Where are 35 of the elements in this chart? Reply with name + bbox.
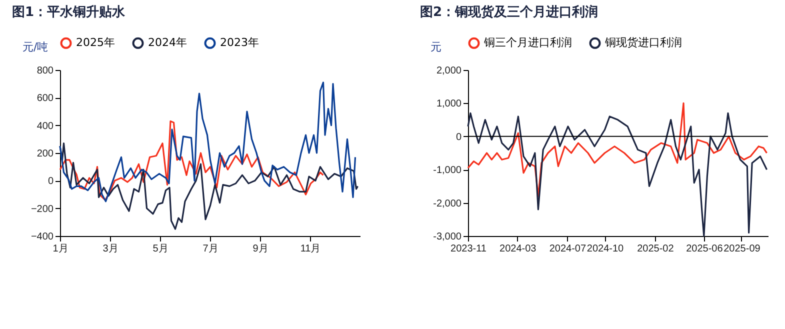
x-tick-label: 5月	[152, 244, 168, 254]
y-tick-label: 800	[36, 66, 54, 76]
x-tick-label: 9月	[252, 244, 268, 254]
y-tick-label: -2,000	[433, 198, 462, 210]
legend-label: 铜现货进口利润	[604, 36, 682, 50]
x-tick-label: 2024-07	[549, 244, 586, 254]
chart-title: 图1：平水铜升贴水	[12, 4, 126, 20]
legend-label: 2023年	[220, 36, 259, 50]
y-tick-label: -3,000	[433, 232, 462, 242]
legend-label: 2025年	[76, 36, 115, 50]
y-tick-label: 200	[36, 148, 54, 160]
x-tick-label: 2024-03	[500, 244, 537, 254]
x-tick-label: 3月	[102, 244, 118, 254]
y-tick-label: −200	[30, 204, 54, 215]
x-tick-label: 2025-02	[637, 244, 674, 254]
x-tick-label: 2024-10	[586, 244, 624, 254]
x-tick-label: 7月	[202, 244, 218, 254]
y-tick-label: 1,000	[436, 98, 462, 110]
x-tick-label: 1月	[52, 244, 68, 254]
y-tick-label: 0	[48, 176, 54, 188]
x-tick-label: 11月	[300, 244, 321, 254]
legend-label: 2024年	[148, 36, 187, 50]
x-tick-label: 2025-06	[686, 244, 724, 254]
y-axis-title: 元	[430, 40, 442, 54]
legend-label: 铜三个月进口利润	[483, 36, 572, 50]
x-tick-label: 2023-11	[450, 244, 487, 254]
y-axis-title: 元/吨	[22, 40, 48, 54]
y-tick-label: 2,000	[436, 66, 462, 76]
chart-title: 图2：铜现货及三个月进口利润	[420, 4, 598, 20]
y-tick-label: 0	[456, 132, 462, 143]
y-tick-label: −400	[30, 232, 54, 242]
y-tick-label: 400	[36, 120, 54, 132]
x-tick-label: 2025-09	[724, 244, 761, 254]
y-tick-label: 600	[36, 93, 54, 104]
y-tick-label: -1,000	[433, 165, 462, 176]
